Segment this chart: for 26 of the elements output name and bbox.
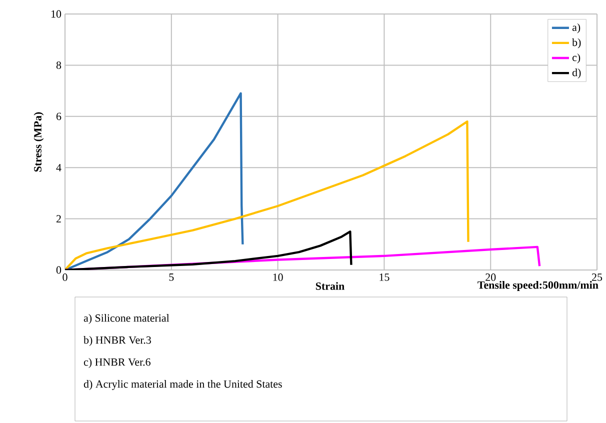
- line-series: [65, 230, 352, 270]
- legend-label: d): [572, 68, 581, 78]
- x-tick-label: 10: [273, 274, 283, 281]
- y-tick-label: 10: [51, 10, 62, 18]
- y-tick-label: 8: [56, 62, 62, 69]
- legend-label: b): [572, 38, 581, 48]
- text: a) Silicone material: [84, 314, 170, 324]
- x-tick-label: 20: [486, 274, 496, 281]
- text: c) HNBR Ver.6: [84, 358, 150, 368]
- y-tick-label: 4: [56, 164, 62, 172]
- y-tick-label: 2: [56, 215, 61, 222]
- text: Tensile speed:500mm/min: [478, 281, 598, 291]
- x-tick-label: 0: [62, 274, 68, 281]
- line-series: [65, 92, 244, 270]
- legend-label: c): [572, 53, 580, 64]
- x-axis-title: Strain: [316, 282, 344, 290]
- text: d) Acrylic material made in the United States: [84, 380, 282, 390]
- y-tick-label: 0: [56, 266, 62, 274]
- line-series: [65, 120, 470, 270]
- text: b) HNBR Ver.3: [84, 336, 151, 346]
- x-tick-label: 15: [380, 274, 390, 281]
- y-axis-title: Stress (MPa): [34, 112, 44, 172]
- y-tick-label: 6: [56, 112, 62, 120]
- x-tick-label: 5: [169, 274, 174, 281]
- legend-label: a): [572, 23, 580, 34]
- x-tick-label: 25: [592, 274, 602, 281]
